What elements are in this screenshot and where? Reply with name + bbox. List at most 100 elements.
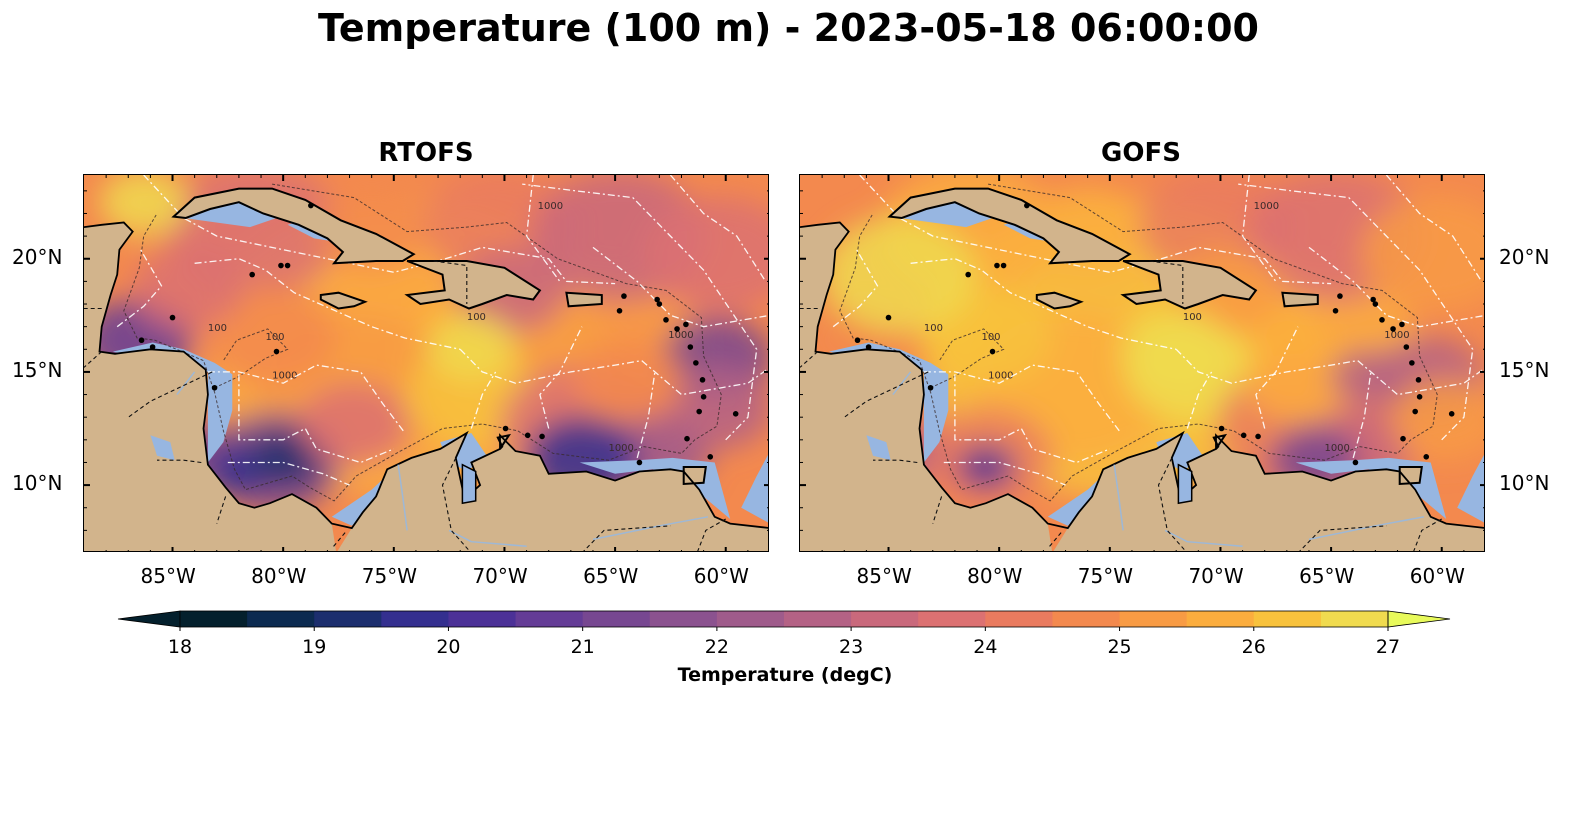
island xyxy=(1240,432,1247,439)
eez-line xyxy=(1186,371,1213,429)
lon-tick-label: 80°W xyxy=(967,564,1023,588)
landmass-southAmerica xyxy=(1053,433,1484,551)
colorbar-bin xyxy=(918,611,986,627)
colorbar-tick-label: 19 xyxy=(302,636,327,658)
isobath-line xyxy=(123,183,722,502)
river xyxy=(448,529,527,547)
colorbar-bin xyxy=(649,611,718,627)
colorbar-bin xyxy=(985,611,1053,627)
isobath-label: 1000 xyxy=(608,443,633,454)
border-line xyxy=(800,351,819,368)
rivers xyxy=(176,371,709,547)
island xyxy=(683,321,689,328)
island xyxy=(616,308,623,314)
river xyxy=(176,371,196,396)
island xyxy=(211,384,218,391)
lat-tick-label: 20°N xyxy=(12,244,63,269)
colorbar-label: Temperature (degC) xyxy=(677,664,893,686)
island xyxy=(308,202,314,209)
border-line xyxy=(127,371,213,418)
lon-tick-label: 60°W xyxy=(1409,564,1465,588)
land xyxy=(800,175,1484,551)
shelf-area xyxy=(1457,454,1484,523)
border-line xyxy=(1157,457,1187,551)
eez-line xyxy=(525,175,561,282)
temperature-region xyxy=(203,285,337,386)
island xyxy=(1403,344,1410,350)
map-gofs-canvas: 10001001001000100010010001001000 xyxy=(800,175,1484,551)
temperature-region xyxy=(1120,310,1232,394)
isobath-line xyxy=(839,183,1438,502)
island xyxy=(1400,435,1406,442)
eez-line xyxy=(470,371,497,429)
island xyxy=(699,377,706,383)
border-line xyxy=(216,496,227,524)
lon-tick-label: 65°W xyxy=(1299,564,1355,588)
isobath-label: 100 xyxy=(1183,312,1202,323)
border-line xyxy=(583,525,671,551)
border-line xyxy=(1047,532,1062,549)
island xyxy=(1412,408,1418,415)
landmass-puertoRico xyxy=(565,291,603,308)
eez-line xyxy=(859,175,1332,285)
island xyxy=(1372,301,1379,307)
map-gofs: 10001001001000100010010001001000 xyxy=(799,174,1485,552)
island xyxy=(149,344,156,350)
colorbar-bin xyxy=(314,611,382,627)
temperature-region xyxy=(132,246,244,330)
temperature-region xyxy=(1244,339,1356,423)
island xyxy=(656,301,663,307)
eez-line xyxy=(1255,326,1299,429)
lake-nicaragua xyxy=(150,435,175,461)
temperature-region xyxy=(573,339,684,423)
colorbar-bin xyxy=(247,611,315,627)
colorbar-tick-label: 22 xyxy=(704,636,729,658)
colorbar-extend-low xyxy=(117,610,181,628)
landmass-trinidad xyxy=(682,466,707,486)
colorbar-bin xyxy=(1320,611,1389,627)
island xyxy=(994,262,1000,269)
eez-line xyxy=(832,247,879,328)
eez-line xyxy=(116,247,163,328)
small-islands xyxy=(138,202,739,466)
temperature-region xyxy=(249,431,321,485)
eez-line xyxy=(592,246,768,328)
temperature-region xyxy=(427,313,516,381)
eez-line xyxy=(1385,175,1483,282)
landmass-centralAmerica xyxy=(800,175,1052,551)
colorbar-bin xyxy=(180,611,248,627)
lon-tick-label: 75°W xyxy=(1077,564,1134,588)
island xyxy=(693,360,699,366)
rivers xyxy=(892,371,1425,547)
temperature-region xyxy=(99,175,188,236)
colorbar-tick-label: 27 xyxy=(1375,636,1401,658)
eez-line xyxy=(539,326,583,429)
isobath-label: 100 xyxy=(265,332,284,343)
isobath-label: 1000 xyxy=(988,371,1013,382)
island xyxy=(854,337,861,344)
colorbar-tick-label: 18 xyxy=(167,636,193,658)
river xyxy=(397,464,408,531)
colorbar-tick-label: 24 xyxy=(973,636,998,658)
lakes xyxy=(150,435,477,505)
island xyxy=(273,348,280,355)
border-line xyxy=(873,459,918,464)
island xyxy=(1255,433,1261,440)
colorbar-extend-high xyxy=(1387,610,1451,628)
island xyxy=(696,408,702,415)
lat-tick-label: 15°N xyxy=(1499,357,1550,382)
lat-tick-label: 10°N xyxy=(1499,471,1550,496)
border-line xyxy=(441,457,471,551)
lat-tick-label: 20°N xyxy=(1499,244,1550,269)
eez-line xyxy=(943,461,1066,486)
island xyxy=(707,454,714,460)
eez-line xyxy=(1175,348,1484,396)
island xyxy=(1409,360,1415,366)
landmass-hispaniola xyxy=(1120,260,1258,310)
colorbar xyxy=(117,610,1451,631)
country-borders xyxy=(800,260,1442,551)
shelf-area xyxy=(331,469,394,526)
island xyxy=(1399,321,1405,328)
shelf-area xyxy=(1047,469,1110,526)
lakes xyxy=(866,435,1193,505)
